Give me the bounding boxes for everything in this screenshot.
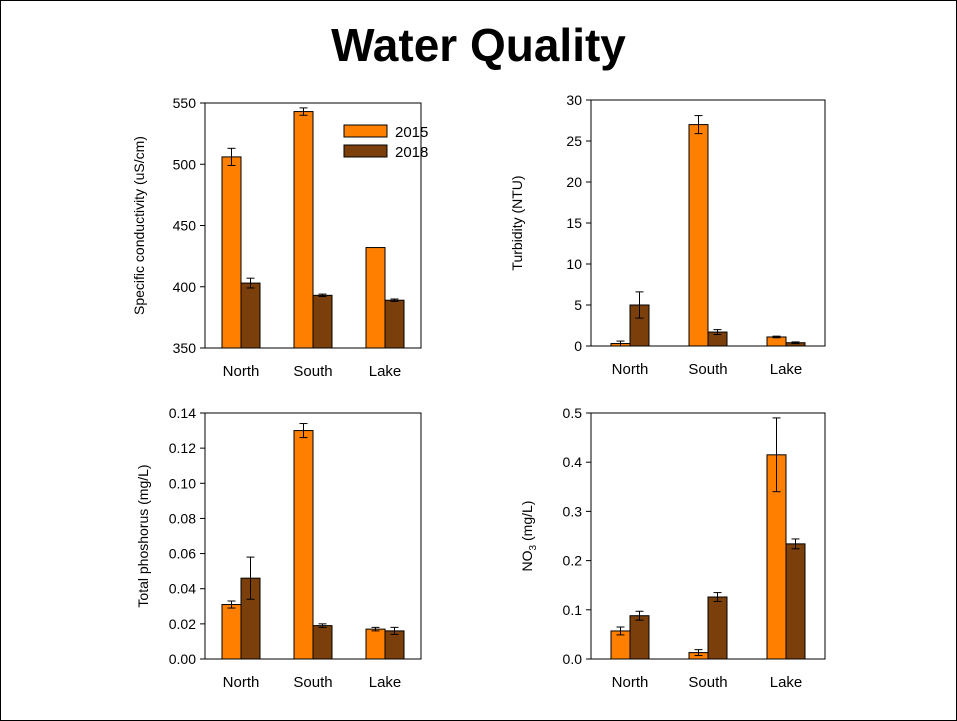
slide-title: Water Quality [331,19,626,71]
x-tick-label: North [612,674,649,691]
chart-4: 0.0 0.1 0.2 0.3 0.4 0.5 North South Lake NO3 (mg/… [519,405,826,691]
y-tick-label: 0.4 [563,454,583,470]
y-tick-label: 0.2 [563,553,583,569]
y-axis-label: Specific conductivity (uS/cm) [131,136,147,315]
x-tick-label: North [223,674,260,691]
bar-2018-south [707,596,728,660]
y-tick-label: 450 [173,218,197,234]
bar-2015-lake [766,336,787,347]
bar-2018-lake [785,543,806,660]
y-tick-label: 25 [566,133,582,149]
bar-2018-north [240,282,261,349]
y-tick-label: 20 [566,174,582,190]
x-tick-label: North [223,363,260,380]
y-tick-label: 0.02 [169,616,196,632]
y-tick-label: 0.08 [169,510,196,526]
chart-1: 350 400 450 500 550 North South Lake Specific co… [131,95,428,380]
y-tick-label: 0.14 [169,405,196,421]
x-tick-label: Lake [369,674,402,691]
y-tick-label: 0.10 [169,475,196,491]
chart-2: 0 5 10 15 20 25 30 North South Lake Turbidity (NTU… [509,92,826,378]
x-tick-label: South [293,674,332,691]
legend-label-2015: 2015 [395,124,428,141]
bar-2018-lake [384,630,405,660]
bar-2015-lake [365,628,386,660]
y-tick-label: 0.0 [563,651,583,667]
bar-2015-north [221,156,242,349]
bar-2015-south [293,111,314,349]
y-tick-label: 400 [173,279,197,295]
x-tick-label: Lake [369,363,402,380]
y-tick-label: 5 [574,297,582,313]
legend-label-2018: 2018 [395,144,428,161]
y-tick-label: 30 [566,92,582,108]
y-tick-label: 0.06 [169,546,196,562]
bar-2015-south [688,124,709,347]
bar-2018-south [312,294,333,349]
y-tick-label: 550 [173,95,197,111]
x-tick-label: South [688,674,727,691]
bar-2018-north [629,615,650,660]
x-tick-label: South [293,363,332,380]
bar-2015-north [221,604,242,660]
bar-2018-south [312,625,333,660]
y-tick-label: 0.1 [563,602,583,618]
legend-swatch-2018 [343,144,388,158]
x-tick-label: North [612,361,649,378]
y-axis-label-unit: (mg/L) [519,501,535,545]
y-tick-label: 350 [173,340,197,356]
chart-3: 0.00 0.02 0.04 0.06 0.08 0.10 0.12 0.14 North Sou… [135,405,422,691]
y-tick-label: 0.5 [563,405,583,421]
y-tick-label: 0.00 [169,651,196,667]
y-tick-label: 500 [173,156,197,172]
y-axis-label: NO3 (mg/L) [519,501,539,572]
y-tick-label: 15 [566,215,582,231]
y-axis-label-main: NO [519,550,535,571]
y-tick-label: 10 [566,256,582,272]
y-axis-label: Turbidity (NTU) [509,175,525,270]
legend-swatch-2015 [343,124,388,138]
y-tick-label: 0.3 [563,503,583,519]
bar-2015-south [293,430,314,660]
y-axis-label-sub: 3 [528,544,539,550]
bar-2018-lake [384,299,405,349]
bar-2015-lake [365,247,386,349]
x-tick-label: Lake [770,361,803,378]
legend: 2015 2018 [343,124,428,161]
y-tick-label: 0 [574,338,582,354]
x-tick-label: South [688,361,727,378]
y-tick-label: 0.12 [169,440,196,456]
x-tick-label: Lake [770,674,803,691]
y-tick-label: 0.04 [169,581,196,597]
y-axis-label: Total phoshorus (mg/L) [135,464,151,607]
